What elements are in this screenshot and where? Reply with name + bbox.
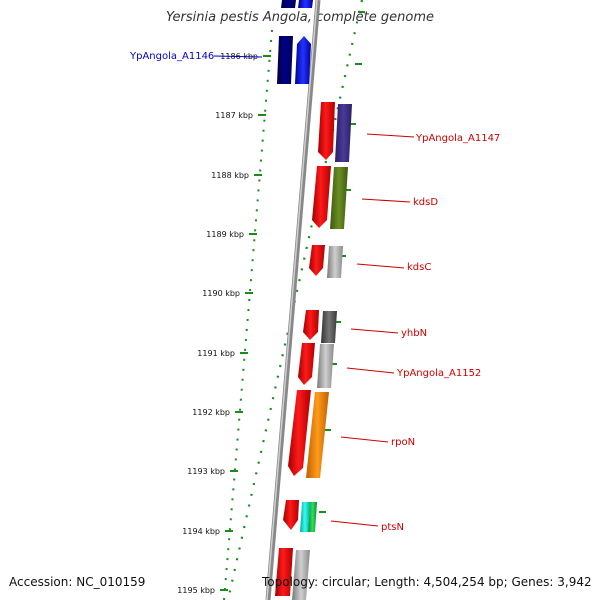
gene-cds-kdsC-cog[interactable]: [327, 246, 343, 278]
tick-label: 1189 kbp: [206, 230, 244, 239]
tick-label: 1192 kbp: [192, 408, 230, 417]
gene-cds-A1147[interactable]: [318, 102, 335, 160]
gene-cds-kdsD[interactable]: [312, 166, 331, 228]
map-title: Yersinia pestis Angola, complete genome: [166, 10, 434, 25]
gene-cds-top-1[interactable]: [281, 0, 296, 8]
gene-cds-top-2[interactable]: [298, 0, 313, 8]
leader-A1146: [213, 55, 263, 58]
gene-cds-A1146-inner[interactable]: [295, 36, 311, 84]
gene-label-kdsD[interactable]: kdsD: [413, 197, 438, 208]
leader-rpoN: [340, 436, 389, 443]
leader-yhbN: [350, 328, 399, 334]
gene-cds-rpoN[interactable]: [288, 390, 311, 476]
gene-cds-kdsD-cog[interactable]: [330, 167, 348, 229]
gene-cds-bottom-1[interactable]: [275, 548, 293, 596]
gene-cds-A1147-cog[interactable]: [335, 104, 352, 162]
leader-kdsC: [356, 263, 405, 269]
gene-label-A1146[interactable]: YpAngola_A1146: [129, 51, 214, 62]
gene-label-rpoN[interactable]: rpoN: [391, 437, 415, 448]
tick-label: 1193 kbp: [187, 467, 225, 476]
gene-cds-yhbN[interactable]: [303, 310, 319, 340]
gene-label-yhbN[interactable]: yhbN: [401, 328, 427, 339]
gene-cds-bottom-2[interactable]: [292, 550, 310, 600]
leader-A1152: [346, 367, 395, 374]
gene-cds-A1146-outer[interactable]: [277, 36, 293, 84]
gene-cds-ptsN-cog-b[interactable]: [308, 502, 317, 532]
gene-cds-A1152[interactable]: [298, 343, 315, 385]
topology-label: Topology: circular; Length: 4,504,254 bp…: [262, 575, 592, 589]
tick-label: 1195 kbp: [177, 586, 215, 595]
accession-label: Accession: NC_010159: [9, 575, 146, 589]
gene-cds-ptsN-cog-a[interactable]: [300, 502, 310, 532]
genome-backbone: [265, 0, 321, 600]
gene-cds-rpoN-cog[interactable]: [306, 392, 329, 478]
leader-ptsN: [330, 520, 379, 527]
tick-label: 1190 kbp: [202, 289, 240, 298]
genome-backbone-highlight: [266, 0, 318, 600]
gene-label-A1152[interactable]: YpAngola_A1152: [396, 368, 481, 379]
gene-label-kdsC[interactable]: kdsC: [407, 262, 431, 273]
gene-cds-yhbN-cog[interactable]: [321, 311, 337, 343]
leader-A1147: [366, 133, 415, 138]
tick-label: 1191 kbp: [197, 349, 235, 358]
gene-label-ptsN[interactable]: ptsN: [381, 522, 404, 533]
tick-label: 1187 kbp: [215, 111, 253, 120]
gene-cds-kdsC[interactable]: [309, 245, 325, 276]
gene-label-A1147[interactable]: YpAngola_A1147: [415, 133, 500, 144]
tick-label: 1188 kbp: [211, 171, 249, 180]
gene-cds-ptsN[interactable]: [283, 500, 299, 530]
leader-kdsD: [361, 198, 411, 203]
tick-label: 1194 kbp: [182, 527, 220, 536]
gene-cds-A1152-cog[interactable]: [317, 344, 334, 388]
